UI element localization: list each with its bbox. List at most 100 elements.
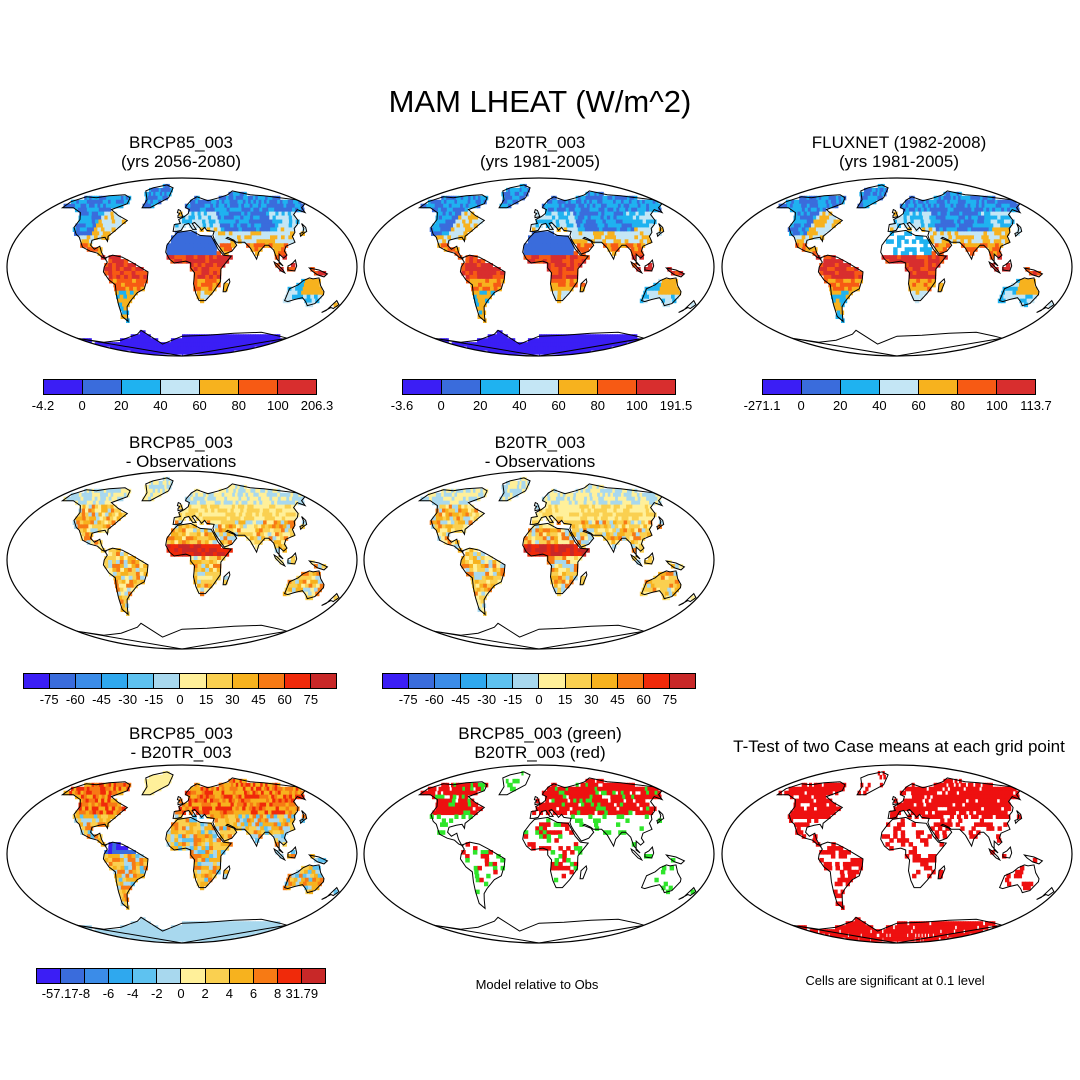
coastline-uk	[176, 501, 184, 512]
coastline-borneo	[644, 552, 655, 565]
colorbar-swatch	[180, 674, 207, 688]
colorbar-labels-model-diff: -57.17 -8 -6 -4 -2 0 2 4 6 8 31.79	[36, 986, 326, 1002]
colorbar-swatch	[919, 380, 958, 394]
coastline-newguinea	[665, 560, 686, 571]
coastline-eurasia	[172, 190, 307, 267]
colorbar-tick-label: 8	[274, 986, 282, 1001]
panel-title-line1: BRCP85_003 (green)	[458, 724, 622, 743]
map-border	[363, 470, 715, 650]
colorbar-tick-label: 40	[512, 398, 527, 413]
colorbar-swatch	[802, 380, 841, 394]
colorbar-tick-label: 191.5	[659, 398, 693, 413]
map-panel-b20tr-minus-obs	[362, 469, 716, 651]
coastline-antarctica	[76, 916, 288, 943]
coastline-sa	[459, 254, 506, 323]
map-grid-cells	[63, 476, 338, 616]
colorbar-swatch	[565, 674, 592, 688]
colorbar-swatch	[513, 674, 540, 688]
coastline-australia	[283, 864, 325, 894]
colorbar-swatch	[37, 969, 62, 983]
coastline-sa	[102, 547, 149, 616]
coastline-australia	[640, 864, 682, 894]
colorbar-swatch	[435, 674, 462, 688]
colorbar-tick-label: 20	[833, 398, 848, 413]
map-panel-brcp85-minus-b20tr	[5, 763, 359, 945]
colorbar-tick-label: -271.1	[743, 398, 781, 413]
coastline-sa	[459, 547, 506, 616]
coastline-australia	[640, 277, 682, 307]
colorbar-swatch	[669, 674, 695, 688]
coastline-nz	[321, 886, 340, 900]
colorbar-swatch	[24, 674, 51, 688]
map-grid-cells	[778, 770, 1038, 943]
coastline-newguinea	[665, 267, 686, 278]
coastline-newguinea	[308, 854, 329, 865]
coastline-uk	[533, 795, 541, 806]
coastline-greenland	[856, 184, 889, 209]
coastline-sumatra	[273, 553, 287, 568]
panel-title-line1: BRCP85_003	[129, 724, 233, 743]
coastline-nz	[678, 299, 697, 313]
colorbar-tick-label: -75	[39, 692, 59, 707]
coastline-sa	[102, 841, 149, 910]
panel-title-line1: FLUXNET (1982-2008)	[811, 133, 987, 152]
coastline-eurasia	[172, 777, 307, 854]
colorbar-tick-label: 15	[198, 692, 214, 707]
colorbar-tick-label: 0	[535, 692, 543, 707]
coastline-australia	[998, 277, 1040, 307]
coastline-sumatra	[988, 847, 1002, 862]
coastline-na	[775, 194, 846, 260]
map-grid-cells	[420, 770, 695, 895]
colorbar-tick-label: 30	[225, 692, 240, 707]
coastline-newguinea	[1023, 267, 1044, 278]
panel-title-line2: (yrs 2056-2080)	[120, 152, 241, 171]
colorbar-swatch	[539, 674, 566, 688]
colorbar-tick-label: 20	[473, 398, 488, 413]
colorbar-swatch	[122, 380, 161, 394]
panel-title-line2: - B20TR_003	[130, 743, 232, 762]
colorbar-labels-b20tr: -3.6 0 20 40 60 80 100 191.5	[391, 398, 692, 414]
map-border	[363, 177, 715, 357]
panel-title-line2: (yrs 1981-2005)	[838, 152, 959, 171]
colorbar-swatch	[61, 969, 86, 983]
coastline-uk	[176, 795, 184, 806]
coastline-sumatra	[630, 847, 644, 862]
colorbar-tick-label: 60	[277, 692, 292, 707]
colorbar-tick-label: 40	[153, 398, 168, 413]
coastline-madagascar	[579, 570, 588, 586]
colorbar-swatch	[128, 674, 155, 688]
colorbar-tick-label: -45	[451, 692, 470, 707]
coastline-newguinea	[1023, 854, 1044, 865]
coastline-greenland	[498, 184, 531, 209]
coastline-africa	[880, 229, 948, 302]
figure-title: MAM LHEAT (W/m^2)	[388, 84, 692, 119]
coastline-sa	[102, 254, 149, 323]
colorbar-swatch	[102, 674, 129, 688]
colorbar-tick-label: -4.2	[31, 398, 55, 413]
map-panel-brcp85-minus-obs	[5, 469, 359, 651]
coastline-sumatra	[630, 260, 644, 275]
coastline-eurasia	[887, 777, 1022, 854]
coastline-japan	[656, 810, 665, 825]
coastline-greenland	[141, 477, 174, 502]
colorbar-tick-label: 100	[625, 398, 648, 413]
panel-title-b20tr: B20TR_003 (yrs 1981-2005)	[365, 133, 715, 171]
colorbar-tick-label: -2	[151, 986, 163, 1001]
colorbar-tick-label: -57.17	[41, 986, 79, 1001]
coastline-borneo	[287, 846, 298, 859]
coastline-borneo	[1002, 846, 1013, 859]
colorbar-swatch	[232, 674, 259, 688]
panel-title-b20tr-obs: B20TR_003 - Observations	[365, 433, 715, 471]
panel-title-line2: (yrs 1981-2005)	[479, 152, 600, 171]
coastline-uk	[176, 208, 184, 219]
colorbar-swatch	[253, 969, 278, 983]
colorbar-tick-label: 100	[985, 398, 1008, 413]
coastline-eurasia	[172, 483, 307, 560]
colorbar-swatch	[181, 969, 206, 983]
colorbar-labels-b20tr-obs: -75 -60 -45 -30 -15 0 15 30 45 60 75	[382, 692, 696, 708]
coastline-africa	[522, 816, 590, 889]
coastline-greenland	[498, 771, 531, 796]
coastline-japan	[299, 810, 308, 825]
coastline-antarctica	[433, 622, 645, 649]
coastline-antarctica	[76, 622, 288, 649]
